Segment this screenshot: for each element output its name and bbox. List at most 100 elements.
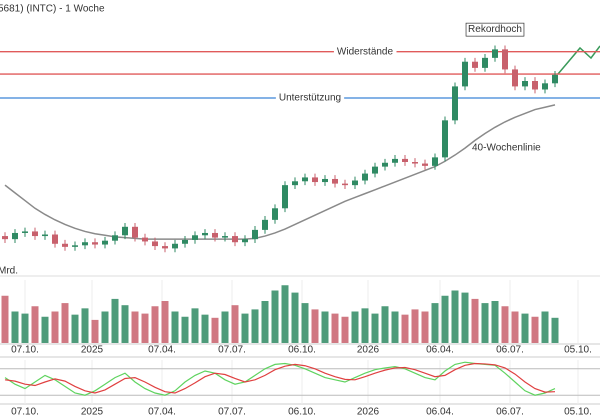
candle-body: [152, 241, 158, 247]
candle-body: [382, 162, 388, 167]
volume-bar: [371, 313, 379, 343]
x-tick-label: 07.04.: [148, 407, 176, 418]
candle-body: [502, 49, 508, 70]
volume-bar: [521, 313, 529, 343]
level-label-bg: [333, 46, 397, 58]
candle-body: [392, 158, 398, 163]
volume-bar: [181, 316, 189, 343]
candle-body: [302, 177, 308, 182]
volume-bar: [121, 305, 129, 343]
volume-bar: [541, 311, 549, 343]
x-tick-label: 06.10.: [288, 407, 316, 418]
oscillator-line: [4, 361, 556, 396]
candle-body: [92, 242, 98, 245]
candle-body: [32, 231, 38, 237]
volume-bar: [531, 316, 539, 343]
candle-body: [242, 239, 248, 243]
x-tick-label: 05.10.: [564, 407, 592, 418]
candle-body: [172, 243, 178, 249]
volume-bar: [341, 316, 349, 343]
volume-bar: [391, 311, 399, 343]
volume-bar: [271, 290, 279, 343]
candle-body: [222, 236, 228, 238]
volume-bar: [491, 301, 499, 343]
candle-body: [322, 178, 328, 183]
volume-bar: [221, 311, 229, 343]
candle-body: [282, 185, 288, 209]
candle-body: [352, 180, 358, 186]
level-label-bg: [275, 92, 345, 104]
chart-title: 5681) (INTC) - 1 Woche: [0, 4, 105, 15]
candle-body: [312, 177, 318, 183]
candle-body: [62, 243, 68, 247]
candle-body: [422, 163, 428, 166]
volume-bar: [511, 311, 519, 343]
candle-body: [132, 226, 138, 238]
candle-body: [372, 166, 378, 174]
volume-bar: [111, 298, 119, 343]
candle-body: [402, 158, 408, 162]
candle-body: [272, 208, 278, 220]
volume-bar: [461, 292, 469, 343]
candle-body: [182, 239, 188, 244]
candle-body: [122, 226, 128, 236]
volume-bar: [381, 306, 389, 343]
x-tick-label: 06.07.: [496, 345, 524, 356]
volume-bar: [51, 311, 59, 343]
volume-bar: [321, 311, 329, 343]
candle-body: [542, 83, 548, 90]
candle-body: [462, 61, 468, 87]
candle-body: [162, 246, 168, 249]
candle-body: [492, 49, 498, 58]
candle-body: [342, 183, 348, 186]
volume-bar: [351, 311, 359, 343]
candle-body: [482, 57, 488, 68]
candle-body: [552, 74, 558, 84]
volume-bar: [241, 313, 249, 343]
x-tick-label: 07.10.: [11, 345, 39, 356]
volume-bar: [431, 303, 439, 343]
x-tick-label: 07.04.: [148, 345, 176, 356]
candle-body: [442, 120, 448, 158]
volume-bar: [131, 311, 139, 343]
volume-bar: [1, 295, 9, 343]
candle-body: [112, 235, 118, 241]
x-tick-label: 2026: [357, 407, 380, 418]
volume-bar: [101, 311, 109, 343]
candle-body: [472, 61, 478, 68]
volume-bar: [161, 301, 169, 343]
annotation-box: [465, 22, 525, 37]
x-tick-label: 06.10.: [288, 345, 316, 356]
volume-bar: [421, 311, 429, 343]
candle-body: [102, 240, 108, 245]
x-tick-label: 07.07.: [218, 345, 246, 356]
candle-body: [362, 173, 368, 181]
candle-body: [332, 178, 338, 184]
volume-bar: [261, 301, 269, 343]
candle-body: [232, 236, 238, 243]
candle-body: [202, 232, 208, 236]
x-tick-label: 06.04.: [426, 407, 454, 418]
volume-bar: [481, 303, 489, 343]
candle-body: [252, 229, 258, 240]
candle-body: [532, 81, 538, 90]
volume-bar: [281, 285, 289, 343]
annotation: Rekordhoch: [468, 24, 522, 35]
x-tick-label: 07.10.: [11, 407, 39, 418]
volume-bar: [251, 309, 259, 343]
candle-body: [512, 69, 518, 87]
candle-body: [432, 157, 438, 166]
candle-body: [192, 235, 198, 240]
volume-bar: [61, 303, 69, 343]
volume-bar: [551, 317, 559, 343]
volume-bar: [451, 290, 459, 343]
x-tick-label: 06.07.: [496, 407, 524, 418]
x-tick-label: 07.07.: [218, 407, 246, 418]
volume-unit: Mrd.: [0, 266, 18, 277]
candle-body: [212, 232, 218, 238]
volume-bar: [441, 295, 449, 343]
volume-bar: [171, 311, 179, 343]
candle-body: [22, 231, 28, 233]
volume-bar: [401, 314, 409, 343]
